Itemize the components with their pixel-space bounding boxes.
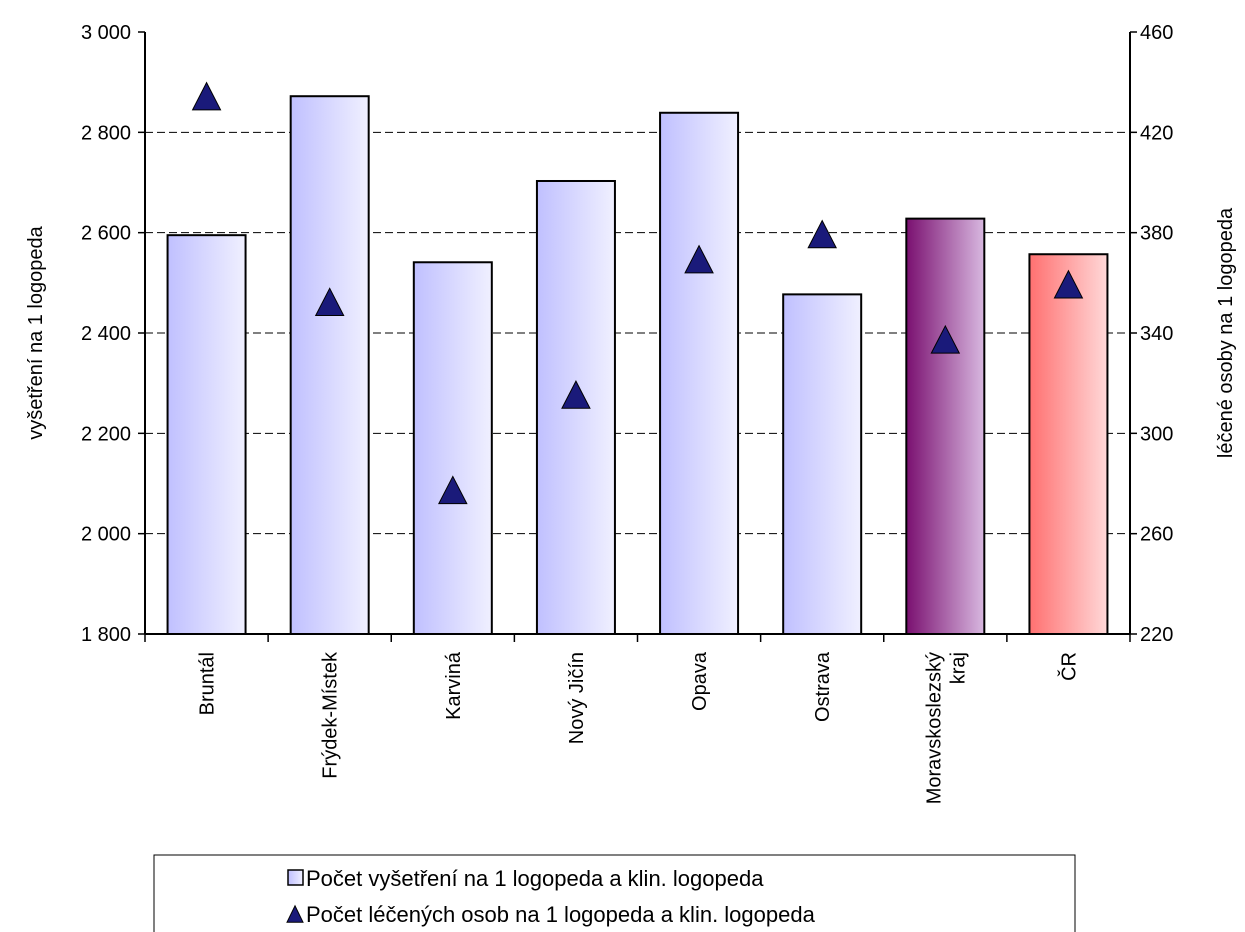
right-tick-label: 300: [1140, 423, 1173, 445]
category-label: Frýdek-Místek: [320, 651, 342, 779]
bar-series: [166, 95, 1109, 636]
category-labels: Bruntál Frýdek-Místek Karviná Nový Jičín Opa…: [197, 651, 1081, 804]
marker-6: [807, 219, 838, 249]
category-label: Bruntál: [197, 652, 219, 715]
bar-1: [166, 234, 247, 636]
legend-bar-swatch: [287, 869, 304, 886]
left-tick-label: 3 000: [81, 22, 131, 44]
category-label: ČR: [1057, 652, 1080, 681]
marker-5: [684, 244, 714, 274]
bar-2: [289, 95, 370, 636]
right-tick-label: 380: [1140, 223, 1173, 245]
right-tick-label: 260: [1140, 524, 1173, 546]
category-label: Moravskoslezský: [923, 652, 945, 804]
left-axis-ticks: 1 800 2 000 2 200 2 400 2 600 2 800 3 000: [81, 22, 145, 646]
left-tick-label: 2 600: [81, 223, 131, 245]
category-label: Ostrava: [812, 651, 834, 722]
bar-3: [412, 261, 493, 635]
legend: Počet vyšetření na 1 logopeda a klin. lo…: [153, 854, 1076, 932]
left-tick-label: 1 800: [81, 624, 131, 646]
category-label: Nový Jičín: [566, 652, 588, 744]
right-tick-label: 220: [1140, 624, 1173, 646]
legend-triangle-marker: [286, 904, 304, 923]
category-label: kraj: [947, 652, 969, 684]
left-tick-label: 2 400: [81, 323, 131, 345]
right-tick-label: 340: [1140, 323, 1173, 345]
bar-6: [782, 293, 863, 635]
legend-box: [153, 854, 1076, 932]
right-tick-label: 420: [1140, 122, 1173, 144]
bar-5: [659, 111, 740, 636]
category-label: Opava: [689, 651, 711, 711]
left-tick-label: 2 000: [81, 524, 131, 546]
right-tick-label: 460: [1140, 22, 1173, 44]
bar-8: [1028, 253, 1109, 635]
right-axis-label: léčené osoby na 1 logopeda: [1215, 207, 1237, 458]
left-axis-label: vyšetření na 1 logopeda: [25, 225, 47, 439]
left-tick-label: 2 200: [81, 423, 131, 445]
legend-label-bars: Počet vyšetření na 1 logopeda a klin. lo…: [306, 866, 764, 891]
left-tick-label: 2 800: [81, 122, 131, 144]
legend-label-markers: Počet léčených osob na 1 logopeda a klin…: [306, 902, 816, 927]
category-label: Karviná: [443, 651, 465, 720]
marker-4: [561, 380, 591, 409]
right-axis-ticks: 220 260 300 340 380 420 460: [1130, 22, 1173, 646]
marker-series: [191, 81, 1084, 505]
marker-1: [191, 81, 222, 111]
marker-8: [1053, 269, 1084, 299]
marker-3: [437, 475, 468, 505]
marker-7: [930, 324, 961, 354]
bar-7: [905, 217, 986, 635]
marker-2: [314, 287, 345, 316]
